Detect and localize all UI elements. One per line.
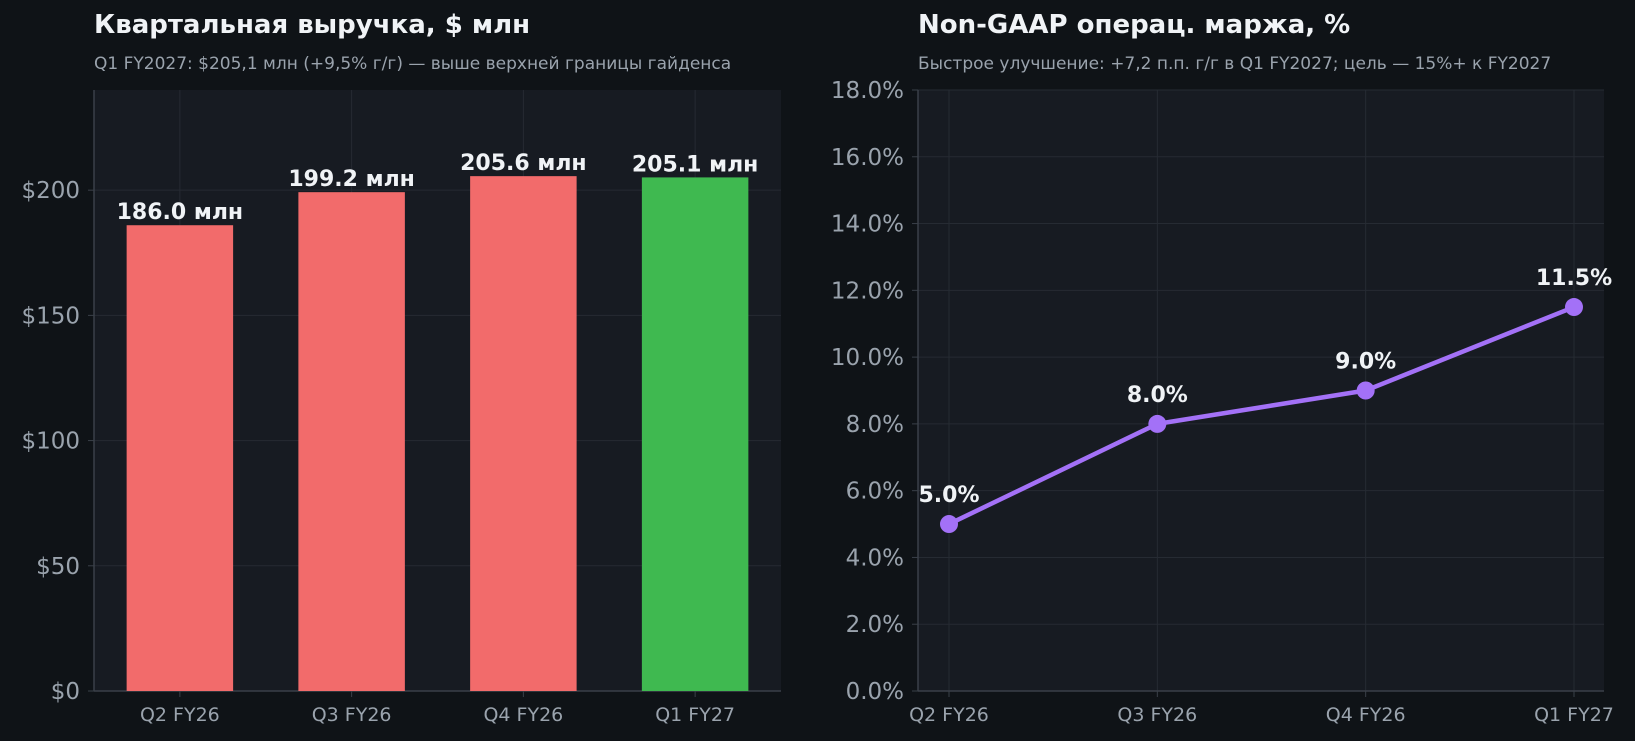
bar <box>298 192 405 692</box>
y-tick-label: 8.0% <box>846 412 904 438</box>
bar <box>470 176 577 692</box>
x-tick-label: Q4 FY26 <box>1326 704 1406 726</box>
y-tick-label: $150 <box>21 303 80 329</box>
y-tick-label: $200 <box>21 178 80 204</box>
y-tick-label: 14.0% <box>831 212 904 238</box>
y-tick-label: 4.0% <box>846 545 904 571</box>
revenue-bar-chart: $0 $50 $100 $150 $200 186.0 млн Q2 FY26 199.2 м… <box>21 90 781 726</box>
bar <box>126 225 234 691</box>
margin-line-chart: 0.0% 2.0% 4.0% 6.0% 8.0% 10.0% 12.0% 14.0% 16.0%… <box>831 78 1614 726</box>
bar-value-label: 205.6 млн <box>460 151 587 176</box>
x-tick-label: Q3 FY26 <box>1117 704 1197 726</box>
data-point <box>1356 381 1375 400</box>
y-tick-label: $100 <box>21 429 80 455</box>
y-tick-label: 12.0% <box>831 278 904 304</box>
margin-chart-title: Non-GAAP операц. маржа, % <box>918 10 1351 40</box>
y-tick-label: 2.0% <box>846 612 904 638</box>
point-value-label: 5.0% <box>918 483 979 508</box>
margin-chart-subtitle: Быстрое улучшение: +7,2 п.п. г/г в Q1 FY… <box>918 54 1552 74</box>
margin-series-line <box>946 304 1577 527</box>
bar <box>641 177 749 692</box>
plot-area <box>918 90 1604 691</box>
y-tick-label: $0 <box>51 679 80 705</box>
point-value-label: 8.0% <box>1127 383 1188 408</box>
y-tick-label: 0.0% <box>846 679 904 705</box>
revenue-chart-title: Квартальная выручка, $ млн <box>94 10 531 40</box>
revenue-chart-subtitle: Q1 FY2027: $205,1 млн (+9,5% г/г) — выше… <box>94 54 732 74</box>
y-tick-label: 18.0% <box>831 78 904 104</box>
point-value-label: 9.0% <box>1335 350 1396 375</box>
y-tick-label: 10.0% <box>831 345 904 371</box>
data-point <box>1565 298 1583 317</box>
x-tick-label: Q2 FY26 <box>140 704 220 726</box>
y-tick-label: $50 <box>36 554 80 580</box>
x-tick-label: Q4 FY26 <box>483 704 563 726</box>
x-tick-label: Q3 FY26 <box>312 704 392 726</box>
bar-value-label: 205.1 млн <box>632 152 759 177</box>
bar-value-label: 186.0 млн <box>117 200 244 225</box>
data-point <box>940 515 958 534</box>
data-point <box>1148 414 1167 433</box>
y-tick-label: 6.0% <box>846 479 904 505</box>
x-tick-label: Q1 FY27 <box>655 704 735 726</box>
y-tick-label: 16.0% <box>831 145 904 171</box>
x-tick-label: Q1 FY27 <box>1534 704 1614 726</box>
point-value-label: 11.5% <box>1536 266 1612 291</box>
bar-value-label: 199.2 млн <box>288 167 415 192</box>
x-tick-label: Q2 FY26 <box>909 704 989 726</box>
